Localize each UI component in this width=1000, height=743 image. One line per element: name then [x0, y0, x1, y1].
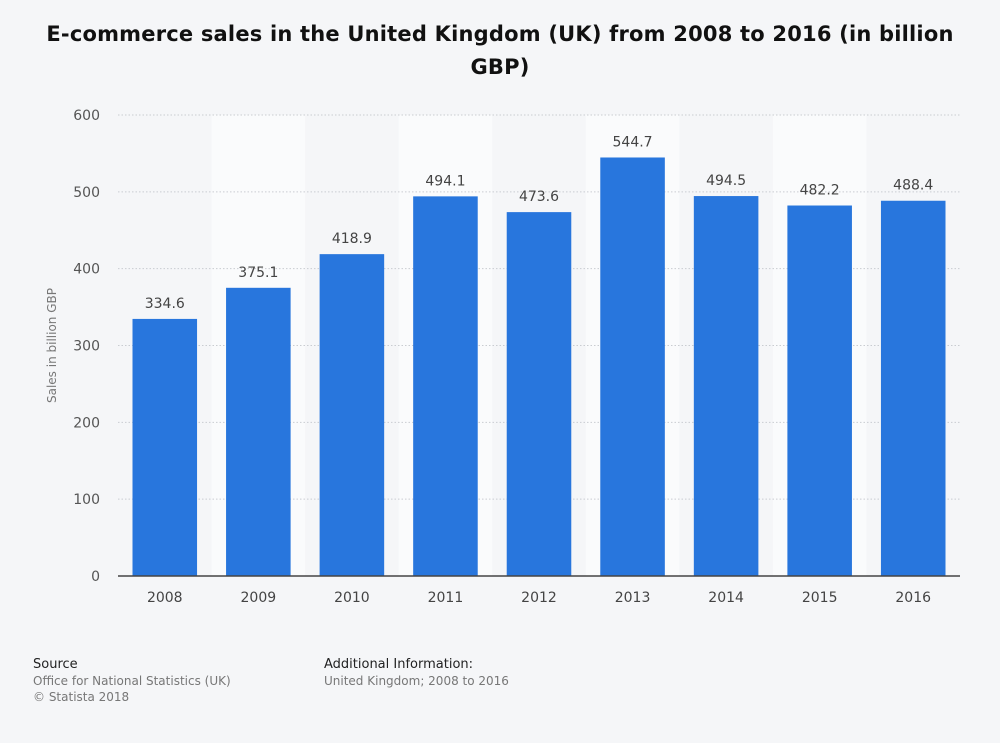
bar [413, 196, 478, 576]
chart-title: E-commerce sales in the United Kingdom (… [46, 22, 954, 79]
value-label: 418.9 [332, 231, 372, 247]
x-tick-label: 2014 [708, 590, 744, 606]
y-tick-label: 100 [73, 492, 100, 508]
value-label: 544.7 [613, 134, 653, 150]
bar [132, 318, 198, 576]
bar [880, 200, 946, 576]
x-tick-label: 2011 [428, 590, 464, 606]
value-label: 494.1 [425, 173, 465, 189]
value-label: 482.2 [800, 183, 840, 199]
y-axis-title: Sales in billion GBP [45, 288, 59, 403]
y-tick-label: 200 [73, 415, 100, 431]
x-tick-label: 2008 [147, 590, 183, 606]
additional-info-heading: Additional Information: [324, 657, 474, 672]
bar [600, 157, 665, 576]
copyright-line: © Statista 2018 [33, 690, 130, 704]
y-tick-label: 600 [73, 108, 100, 124]
x-tick-label: 2016 [895, 590, 931, 606]
value-label: 488.4 [893, 178, 933, 194]
additional-info-block: Additional Information: United Kingdom; … [324, 657, 509, 689]
source-block: Source Office for National Statistics (U… [33, 657, 231, 705]
source-heading: Source [33, 657, 78, 672]
additional-info-text: United Kingdom; 2008 to 2016 [324, 674, 509, 688]
value-label: 473.6 [519, 189, 559, 205]
x-tick-label: 2010 [334, 590, 370, 606]
y-tick-label: 300 [73, 339, 100, 355]
bar [787, 205, 852, 576]
x-tick-label: 2009 [241, 590, 277, 606]
x-tick-label: 2015 [802, 590, 838, 606]
bar [319, 254, 385, 576]
value-label: 334.6 [145, 296, 185, 312]
value-label: 375.1 [238, 265, 278, 281]
y-tick-label: 400 [73, 262, 100, 278]
source-line[interactable]: Office for National Statistics (UK) [33, 674, 231, 688]
bar [693, 196, 759, 576]
y-tick-label: 0 [91, 569, 100, 585]
bar [506, 212, 572, 576]
value-label: 494.5 [706, 173, 746, 189]
bar [226, 287, 291, 576]
x-tick-label: 2012 [521, 590, 557, 606]
x-tick-label: 2013 [615, 590, 651, 606]
y-tick-label: 500 [73, 185, 100, 201]
